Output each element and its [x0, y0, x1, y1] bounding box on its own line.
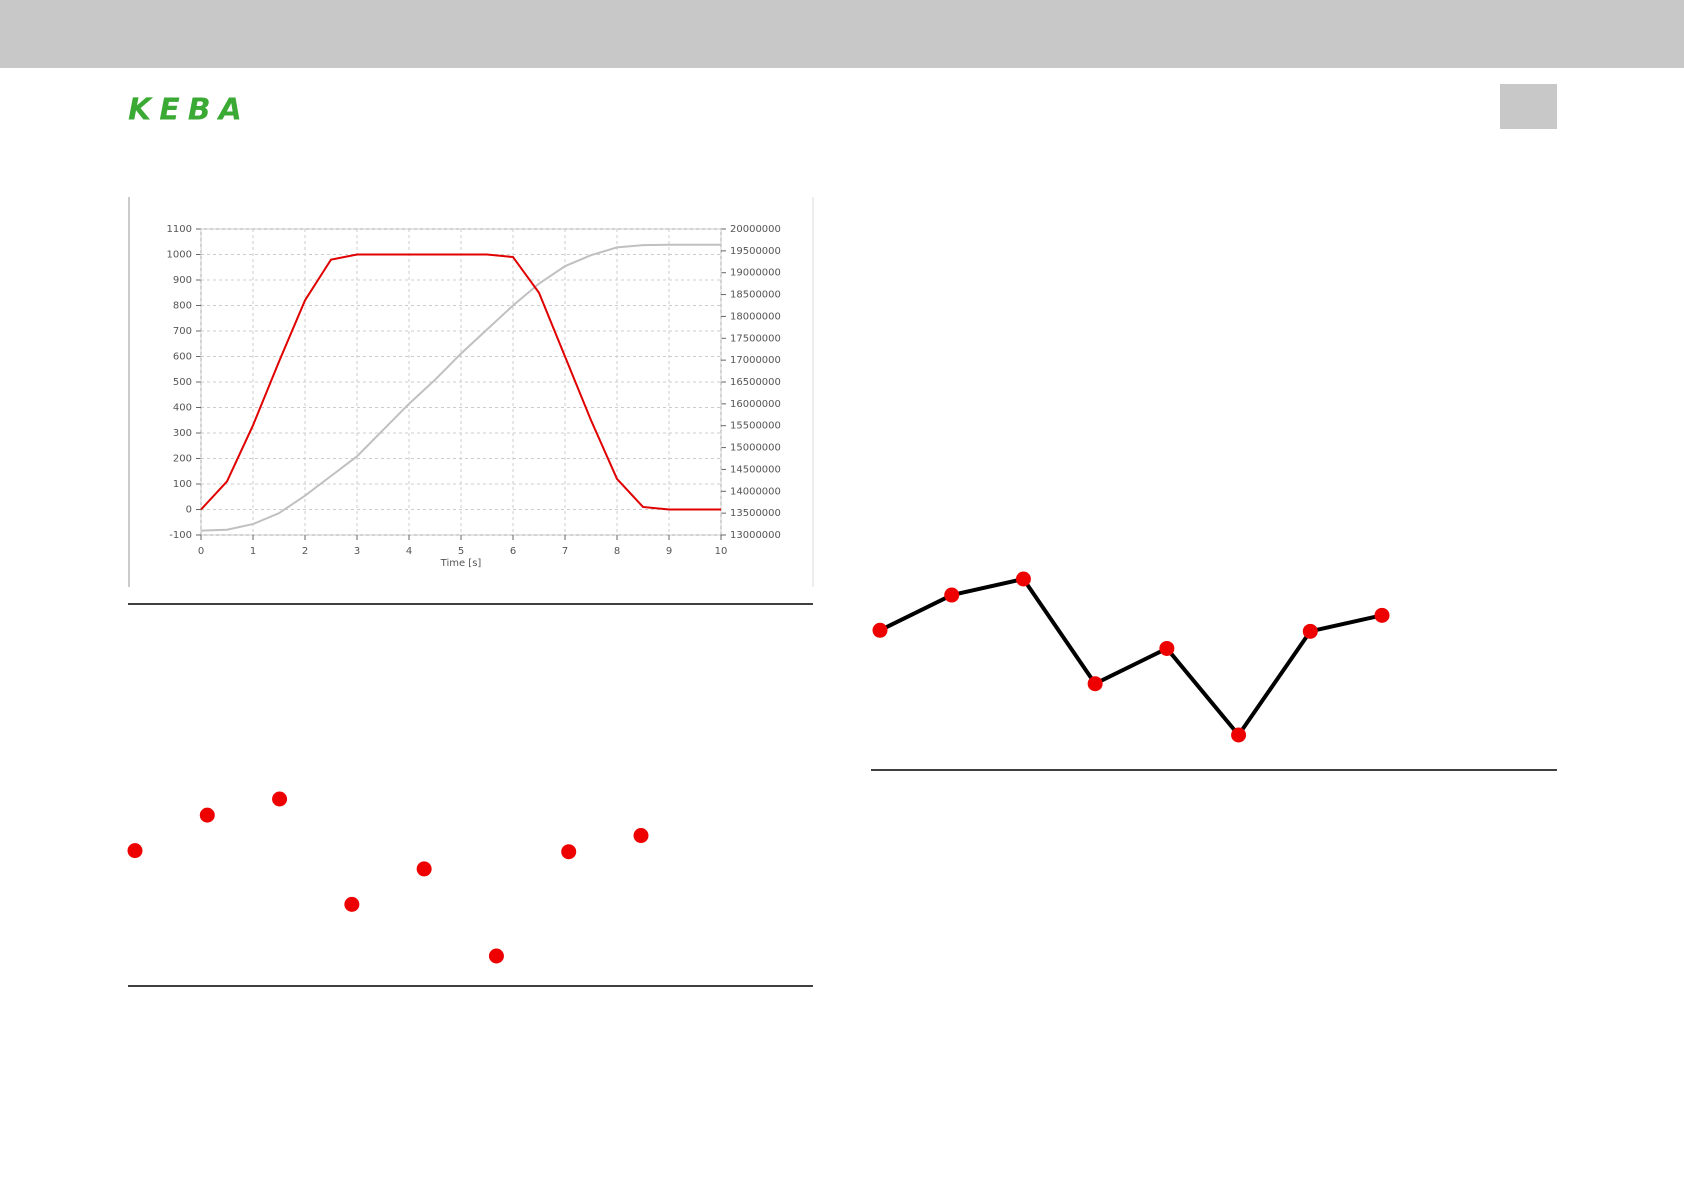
y-tick-label: 500	[173, 377, 192, 388]
x-tick-label: 6	[510, 546, 516, 557]
y-tick-label: 300	[173, 428, 192, 439]
y-tick-label: 900	[173, 275, 192, 286]
data-point	[872, 622, 888, 638]
data-point	[633, 828, 649, 844]
data-point	[127, 843, 143, 859]
y-tick-label: -100	[169, 530, 192, 541]
page-tab	[1500, 84, 1557, 129]
y-tick-label: 700	[173, 326, 192, 337]
x-tick-label: 7	[562, 546, 568, 557]
x-tick-label: 4	[406, 546, 412, 557]
data-point	[416, 861, 432, 877]
y2-tick-label: 19000000	[730, 268, 781, 279]
y-tick-label: 0	[186, 505, 192, 516]
y2-tick-label: 14000000	[730, 486, 781, 497]
y2-tick-label: 18500000	[730, 290, 781, 301]
series-line	[200, 243, 721, 532]
series-line	[200, 253, 721, 511]
y2-tick-label: 18000000	[730, 311, 781, 322]
y2-tick-label: 15500000	[730, 421, 781, 432]
data-point	[344, 896, 360, 912]
data-point	[1087, 676, 1103, 692]
y-tick-label: 100	[173, 479, 192, 490]
y-tick-label: 1000	[167, 250, 192, 261]
y2-tick-label: 16000000	[730, 399, 781, 410]
data-point	[272, 791, 288, 807]
y2-tick-label: 13000000	[730, 530, 781, 541]
y-tick-label: 400	[173, 403, 192, 414]
x-tick-label: 5	[458, 546, 464, 557]
x-axis-label: Time [s]	[440, 558, 482, 569]
x-tick-label: 8	[614, 546, 620, 557]
x-tick-label: 9	[666, 546, 672, 557]
data-point	[561, 844, 577, 860]
x-tick-label: 2	[302, 546, 308, 557]
series-line	[879, 577, 1383, 737]
data-point	[1159, 640, 1175, 656]
data-point	[1302, 623, 1318, 639]
y2-tick-label: 20000000	[730, 224, 781, 235]
x-tick-label: 1	[250, 546, 256, 557]
data-point	[488, 948, 504, 964]
data-point	[1231, 727, 1247, 743]
y-tick-label: 1100	[167, 224, 192, 235]
y2-tick-label: 16500000	[730, 377, 781, 388]
y-tick-label: 800	[173, 301, 192, 312]
y2-tick-label: 15000000	[730, 443, 781, 454]
y2-tick-label: 17000000	[730, 355, 781, 366]
y2-tick-label: 19500000	[730, 246, 781, 257]
x-tick-label: 3	[354, 546, 360, 557]
y2-tick-label: 13500000	[730, 508, 781, 519]
data-point	[944, 587, 960, 603]
x-tick-label: 0	[198, 546, 204, 557]
x-tick-label: 10	[715, 546, 728, 557]
data-point	[1015, 571, 1031, 587]
top-bar	[0, 0, 1684, 68]
y2-tick-label: 14500000	[730, 464, 781, 475]
y-tick-label: 600	[173, 352, 192, 363]
data-point	[1374, 607, 1390, 623]
y-tick-label: 200	[173, 454, 192, 465]
data-point	[199, 807, 215, 823]
y2-tick-label: 17500000	[730, 333, 781, 344]
logo: KEBA	[128, 93, 250, 128]
